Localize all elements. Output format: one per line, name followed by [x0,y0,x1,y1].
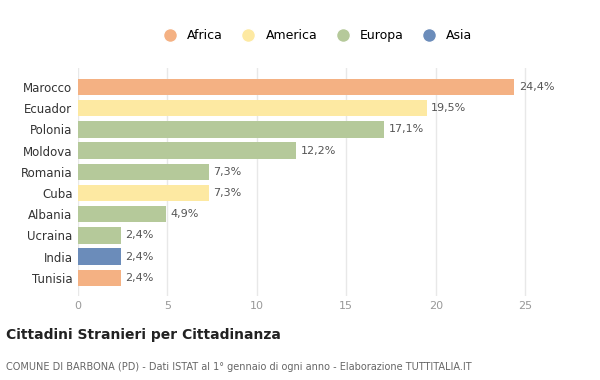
Legend: Africa, America, Europa, Asia: Africa, America, Europa, Asia [152,24,478,48]
Bar [78,79,514,95]
Bar [78,185,209,201]
Bar [78,227,121,244]
Bar [78,248,121,265]
Bar [78,100,427,117]
Text: 2,4%: 2,4% [125,230,154,241]
Text: 2,4%: 2,4% [125,273,154,283]
Text: COMUNE DI BARBONA (PD) - Dati ISTAT al 1° gennaio di ogni anno - Elaborazione TU: COMUNE DI BARBONA (PD) - Dati ISTAT al 1… [6,363,472,372]
Bar [78,142,296,159]
Bar [78,121,384,138]
Text: 7,3%: 7,3% [213,188,241,198]
Text: 4,9%: 4,9% [170,209,199,219]
Bar [78,206,166,222]
Text: 17,1%: 17,1% [388,124,424,135]
Text: 19,5%: 19,5% [431,103,467,113]
Bar [78,269,121,286]
Text: 24,4%: 24,4% [519,82,554,92]
Text: 2,4%: 2,4% [125,252,154,261]
Text: 12,2%: 12,2% [301,146,336,155]
Text: Cittadini Stranieri per Cittadinanza: Cittadini Stranieri per Cittadinanza [6,328,281,342]
Bar [78,163,209,180]
Text: 7,3%: 7,3% [213,167,241,177]
